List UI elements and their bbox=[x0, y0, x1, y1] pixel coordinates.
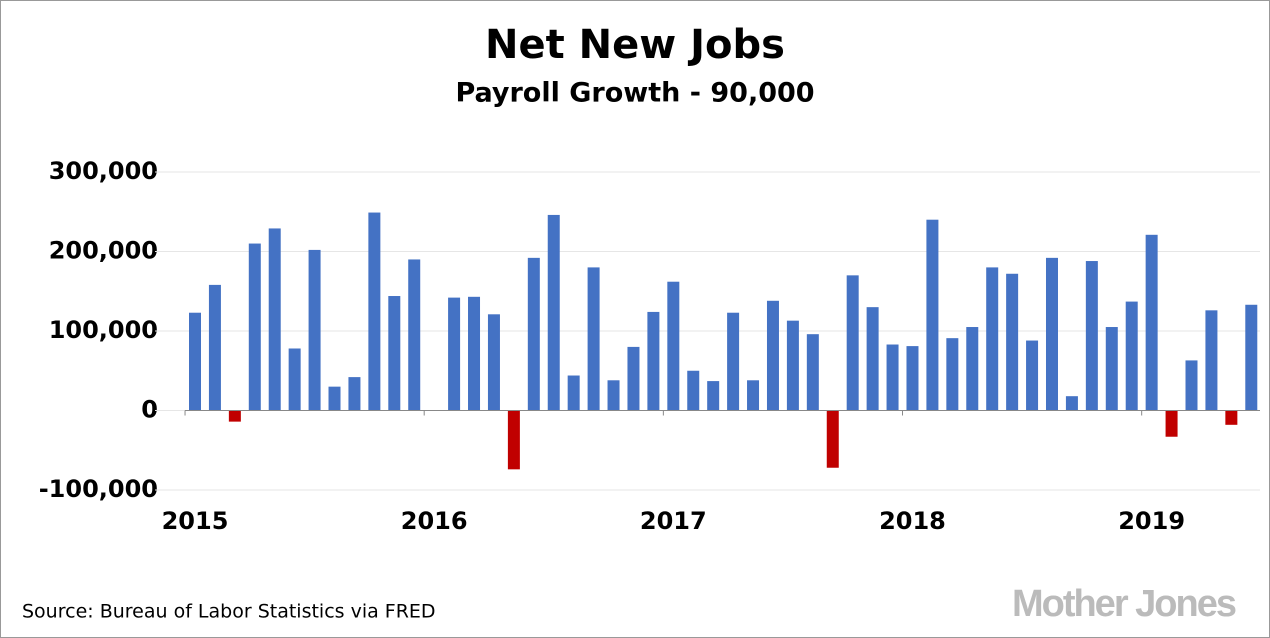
bar bbox=[1245, 304, 1258, 411]
bar bbox=[388, 296, 401, 411]
bar bbox=[846, 275, 859, 411]
bar bbox=[966, 327, 979, 411]
bar bbox=[1205, 310, 1218, 411]
y-tick-label: -100,000 bbox=[39, 475, 158, 503]
x-tick-label: 2015 bbox=[162, 507, 229, 535]
bar bbox=[946, 338, 959, 411]
x-tick-label: 2016 bbox=[401, 507, 468, 535]
bar bbox=[1125, 301, 1138, 411]
bar bbox=[687, 370, 700, 411]
x-tick-label: 2017 bbox=[640, 507, 707, 535]
bar bbox=[786, 320, 799, 411]
bar bbox=[547, 214, 560, 411]
bar bbox=[906, 346, 919, 411]
bar bbox=[448, 297, 461, 411]
bar bbox=[627, 346, 640, 411]
bar bbox=[189, 312, 201, 411]
bar bbox=[886, 344, 899, 411]
bar bbox=[1145, 234, 1158, 411]
brand-logo: Mother Jones bbox=[1012, 583, 1236, 625]
bar bbox=[1165, 410, 1178, 437]
bar bbox=[468, 296, 481, 411]
bar bbox=[667, 281, 680, 411]
bar bbox=[866, 307, 879, 411]
bar bbox=[507, 410, 520, 470]
bar bbox=[747, 380, 760, 411]
bar bbox=[806, 334, 819, 411]
bar bbox=[368, 212, 381, 411]
bar bbox=[1065, 396, 1078, 411]
bar bbox=[527, 257, 540, 411]
bar bbox=[567, 375, 580, 411]
bar bbox=[607, 380, 620, 411]
bar bbox=[1045, 257, 1058, 411]
bar bbox=[308, 249, 321, 411]
bar bbox=[1225, 410, 1238, 425]
bar bbox=[328, 386, 341, 411]
y-tick-label: 200,000 bbox=[49, 237, 158, 265]
y-tick-label: 100,000 bbox=[49, 316, 158, 344]
bar bbox=[208, 284, 221, 411]
y-tick-label: 300,000 bbox=[49, 157, 158, 185]
x-tick-label: 2018 bbox=[879, 507, 946, 535]
bar bbox=[986, 267, 999, 411]
bar bbox=[587, 267, 600, 411]
bar bbox=[1085, 261, 1098, 411]
bar bbox=[408, 259, 421, 411]
bar bbox=[288, 348, 301, 411]
bar bbox=[348, 377, 361, 411]
bar bbox=[1105, 327, 1118, 411]
bar bbox=[926, 219, 939, 411]
chart-title: Net New Jobs bbox=[485, 22, 785, 68]
chart-subtitle: Payroll Growth - 90,000 bbox=[455, 78, 814, 109]
bar bbox=[766, 300, 779, 411]
bar bbox=[727, 312, 740, 411]
x-tick-label: 2019 bbox=[1118, 507, 1185, 535]
bar bbox=[1026, 340, 1039, 411]
bar bbox=[707, 381, 720, 411]
bar bbox=[1185, 360, 1198, 411]
bar bbox=[268, 228, 281, 411]
bar bbox=[1006, 273, 1019, 411]
bar bbox=[826, 410, 839, 468]
source-note: Source: Bureau of Labor Statistics via F… bbox=[22, 601, 436, 623]
bar bbox=[248, 243, 261, 411]
bar bbox=[228, 410, 241, 422]
bar bbox=[487, 314, 500, 411]
bar bbox=[647, 311, 660, 411]
y-tick-label: 0 bbox=[141, 396, 158, 424]
